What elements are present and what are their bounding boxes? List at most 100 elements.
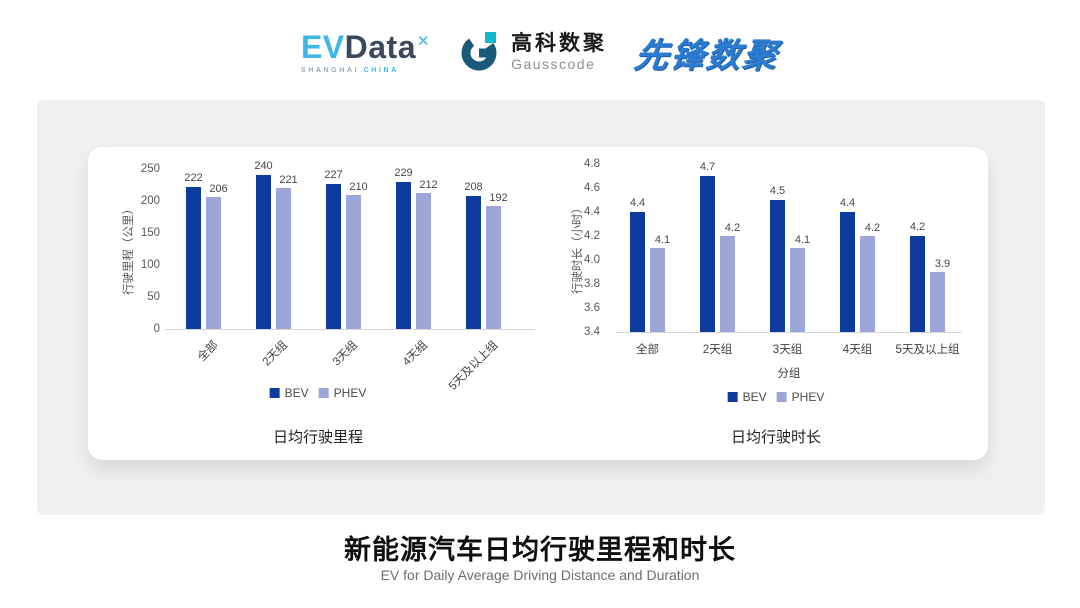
legend: BEV PHEV <box>269 386 367 400</box>
y-tick-label: 50 <box>147 291 160 303</box>
x-tick-label: 全部 <box>636 344 659 356</box>
bar-value-label: 212 <box>419 179 438 192</box>
y-tick-label: 4.4 <box>584 206 600 218</box>
evdata-ev-text: EV <box>300 28 345 65</box>
bar-value-label: 4.2 <box>864 222 881 234</box>
page-title: 新能源汽车日均行驶里程和时长 <box>344 535 736 565</box>
evdata-data-text: Data <box>344 28 416 65</box>
bar-phev <box>346 194 361 329</box>
page-subtitle: EV for Daily Average Driving Distance an… <box>380 567 700 583</box>
bar-phev <box>276 187 291 329</box>
legend-item-phev: PHEV <box>776 390 825 404</box>
bar-value-label: 4.4 <box>629 197 646 209</box>
bar-bev <box>396 182 411 329</box>
bar-value-label: 208 <box>464 180 483 193</box>
legend-swatch-bev <box>269 388 280 398</box>
bar-value-label: 4.5 <box>769 185 786 197</box>
legend-label-phev: PHEV <box>791 390 825 404</box>
y-tick-label: 0 <box>153 323 160 335</box>
bar-value-label: 4.2 <box>724 222 741 234</box>
bar-value-label: 210 <box>349 180 368 193</box>
chart-title: 日均行驶时长 <box>730 429 822 446</box>
bar-value-label: 240 <box>254 160 273 173</box>
evdata-mark-icon: ✕ <box>416 32 431 50</box>
y-tick-label: 200 <box>140 195 160 207</box>
y-axis-title: 行驶里程（公里） <box>123 203 135 295</box>
y-tick-label: 4.2 <box>584 230 600 242</box>
y-tick-label: 150 <box>140 227 160 239</box>
bar-bev <box>466 195 481 329</box>
bar-value-label: 4.4 <box>839 197 856 209</box>
charts-card: 行驶里程（公里） 250 200 150 100 50 0 222 240 227 229 208 20… <box>88 147 988 460</box>
evdata-tagline: SHANGHAI CHINA <box>301 67 399 74</box>
evdata-logo-text: EVData✕ <box>301 31 430 63</box>
bar-bev <box>630 212 645 332</box>
bar-phev <box>930 272 945 332</box>
bar-value-label: 4.2 <box>909 221 926 233</box>
x-tick-label: 3天组 <box>772 344 803 356</box>
bar-bev <box>186 186 201 329</box>
bar-value-label: 192 <box>489 192 508 205</box>
x-tick-label: 4天组 <box>842 344 873 356</box>
bar-phev <box>860 236 875 332</box>
y-tick-label: 3.6 <box>584 302 600 314</box>
bar-bev <box>840 212 855 332</box>
bar-phev <box>486 206 501 329</box>
x-tick-label: 2天组 <box>260 339 291 369</box>
y-tick-label: 3.8 <box>584 278 600 290</box>
evdata-logo: EVData✕ SHANGHAI CHINA <box>301 31 430 74</box>
legend-item-bev: BEV <box>727 390 767 404</box>
gausscode-logo: 高科数聚 Gausscode <box>458 30 607 74</box>
bar-value-label: 4.1 <box>794 234 811 246</box>
y-tick-label: 3.4 <box>584 326 600 338</box>
legend-label-bev: BEV <box>284 386 309 400</box>
x-tick-label: 2天组 <box>702 344 733 356</box>
x-axis-line <box>165 329 535 330</box>
legend-label-bev: BEV <box>742 390 767 404</box>
bar-phev <box>720 236 735 332</box>
x-tick-label: 5天及以上组 <box>446 339 501 393</box>
x-tick-label: 3天组 <box>330 339 361 369</box>
y-tick-label: 4.8 <box>584 158 600 170</box>
bar-bev <box>770 200 785 332</box>
legend-item-bev: BEV <box>269 386 309 400</box>
legend-swatch-phev <box>318 388 329 398</box>
chart-title: 日均行驶里程 <box>272 429 364 446</box>
y-tick-label: 100 <box>140 259 160 271</box>
y-tick-label: 4.0 <box>584 254 600 266</box>
bar-value-label: 206 <box>209 183 228 196</box>
legend-label-phev: PHEV <box>333 386 367 400</box>
charts-panel: 行驶里程（公里） 250 200 150 100 50 0 222 240 227 229 208 20… <box>37 100 1045 515</box>
bar-bev <box>910 236 925 332</box>
pioneer-logo: 先锋数聚 <box>631 36 782 75</box>
bar-bev <box>256 175 271 329</box>
legend-swatch-phev <box>776 392 787 402</box>
bar-value-label: 4.7 <box>699 161 716 173</box>
x-axis-title: 分组 <box>777 368 801 380</box>
bar-value-label: 229 <box>394 167 413 180</box>
evdata-tagline-right: CHINA <box>363 66 399 74</box>
bar-bev <box>700 176 715 332</box>
x-tick-label: 4天组 <box>400 339 431 369</box>
gausscode-en-label: Gausscode <box>511 55 596 72</box>
bar-value-label: 222 <box>184 171 203 184</box>
bar-value-label: 3.9 <box>934 258 951 270</box>
bar-phev <box>206 197 221 329</box>
bar-phev <box>650 248 665 332</box>
legend: BEV PHEV <box>727 390 825 404</box>
bar-value-label: 4.1 <box>654 234 671 246</box>
bar-bev <box>326 183 341 329</box>
duration-chart: 行驶时长（小时） 4.8 4.6 4.4 4.2 4.0 3.8 3.6 3.4 4.4 4.7 4.… <box>548 147 988 460</box>
bar-value-label: 221 <box>279 173 298 186</box>
x-tick-label: 全部 <box>195 339 221 364</box>
gausscode-cn-label: 高科数聚 <box>511 31 608 55</box>
x-tick-label: 5天及以上组 <box>895 344 960 356</box>
legend-swatch-bev <box>727 392 738 402</box>
bar-phev <box>790 248 805 332</box>
bar-phev <box>416 193 431 329</box>
gausscode-g-icon <box>461 32 497 71</box>
legend-item-phev: PHEV <box>318 386 367 400</box>
x-axis-line <box>616 332 962 333</box>
y-tick-label: 4.6 <box>584 182 600 194</box>
